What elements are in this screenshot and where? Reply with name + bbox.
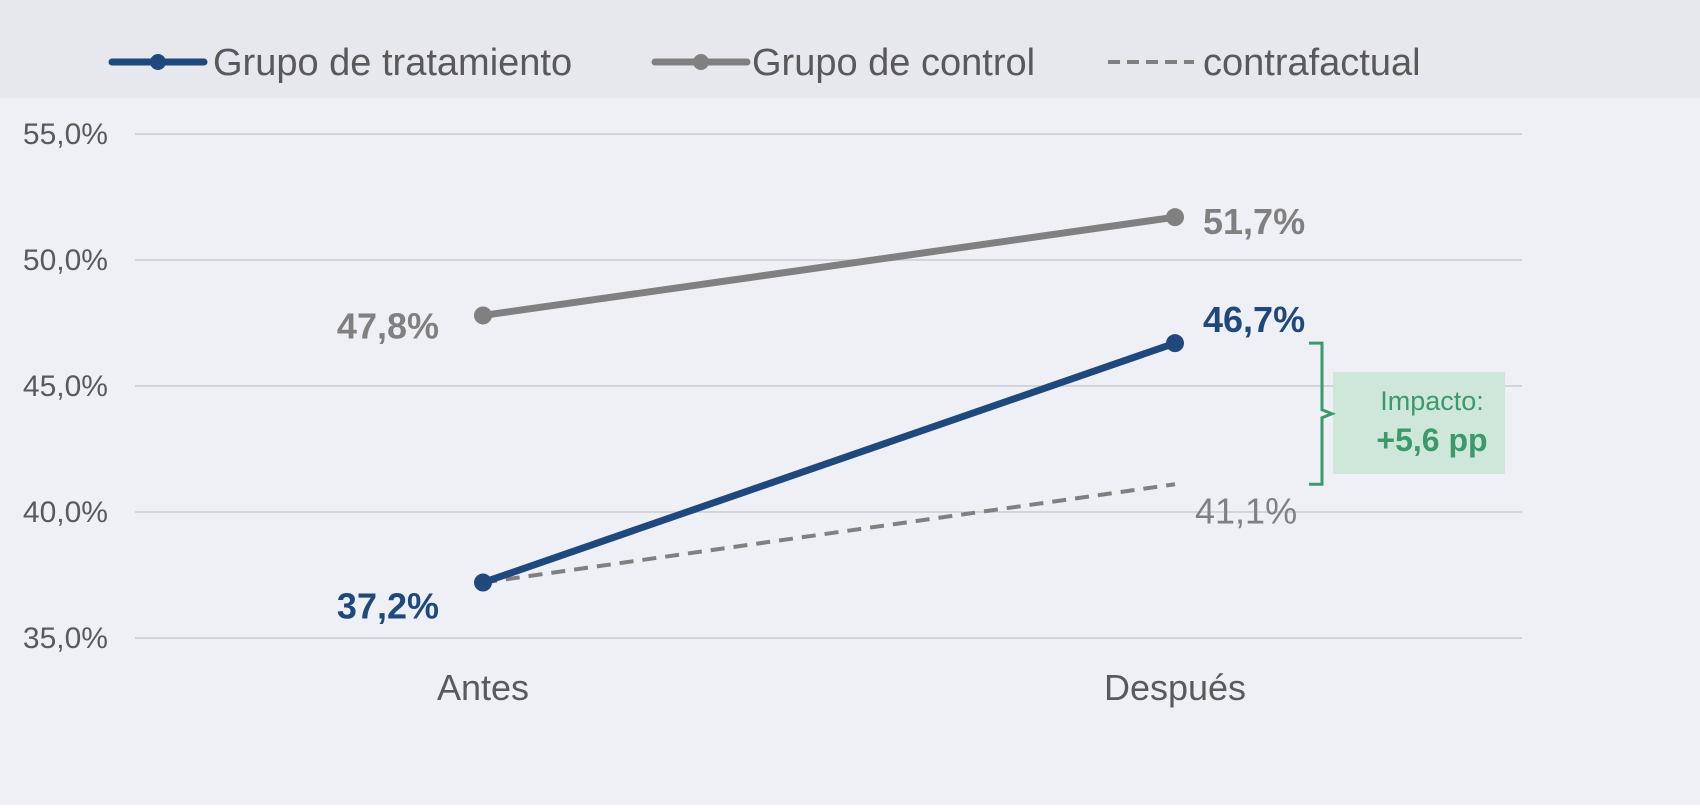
impact-box bbox=[1333, 372, 1505, 474]
data-label: 46,7% bbox=[1203, 299, 1305, 340]
legend-band bbox=[0, 0, 1700, 98]
series-layer: 37,2% 46,7% 47,8% 51,7% 41,1% bbox=[337, 201, 1305, 626]
y-tick-label: 55,0% bbox=[23, 118, 108, 151]
y-axis: 35,0% 40,0% 45,0% 50,0% 55,0% bbox=[23, 118, 108, 655]
impact-annotation: Impacto: +5,6 pp bbox=[1309, 341, 1505, 486]
grid-layer bbox=[135, 133, 1522, 639]
impact-bracket bbox=[1309, 341, 1337, 486]
data-point bbox=[1166, 334, 1184, 353]
legend: Grupo de tratamiento Grupo de control cont… bbox=[108, 42, 1421, 84]
legend-marker bbox=[693, 54, 709, 70]
x-axis: Antes Después bbox=[437, 667, 1246, 708]
series-line bbox=[479, 213, 1179, 319]
legend-marker bbox=[150, 54, 166, 70]
y-tick-label: 45,0% bbox=[23, 370, 108, 403]
impact-value: +5,6 pp bbox=[1376, 422, 1487, 458]
x-tick-label: Después bbox=[1104, 667, 1246, 708]
series-line bbox=[479, 339, 1179, 587]
impact-title: Impacto: bbox=[1380, 386, 1484, 416]
data-point bbox=[474, 573, 492, 592]
legend-label: Grupo de tratamiento bbox=[213, 42, 572, 84]
y-tick-label: 50,0% bbox=[23, 244, 108, 277]
data-label: 51,7% bbox=[1203, 201, 1305, 242]
data-label: 41,1% bbox=[1195, 490, 1297, 531]
data-label: 47,8% bbox=[337, 305, 439, 346]
series-line bbox=[482, 482, 1176, 585]
y-tick-label: 40,0% bbox=[23, 496, 108, 529]
x-tick-label: Antes bbox=[437, 667, 529, 708]
data-label: 37,2% bbox=[337, 586, 439, 627]
legend-label: contrafactual bbox=[1203, 42, 1421, 84]
data-point bbox=[1166, 208, 1184, 227]
legend-label: Grupo de control bbox=[752, 42, 1035, 84]
data-point bbox=[474, 306, 492, 325]
y-tick-label: 35,0% bbox=[23, 622, 108, 655]
